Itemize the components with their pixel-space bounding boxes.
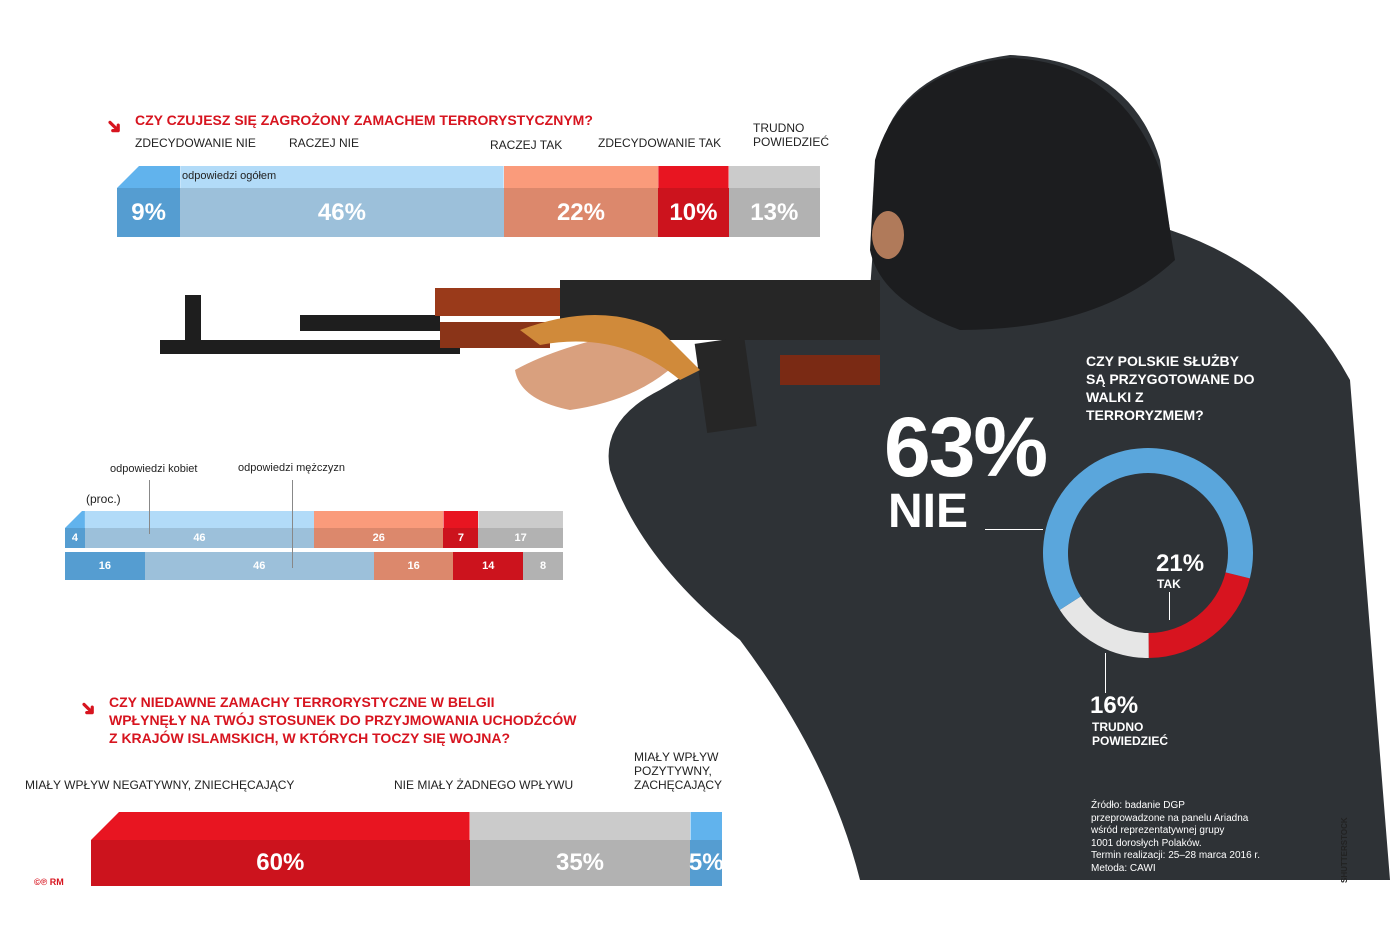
overall-segment-top	[503, 166, 659, 188]
source-line: Termin realizacji: 25–28 marca 2016 r.	[1091, 850, 1260, 861]
eye-hole	[872, 211, 904, 259]
men-segment: 16	[373, 552, 454, 580]
q3-segment: 60%	[91, 840, 470, 886]
q3-label-negative: MIAŁY WPŁYW NEGATYWNY, ZNIECHĘCAJĄCY	[25, 778, 295, 792]
q3-segment-top	[690, 812, 722, 840]
women-segment: 7	[443, 528, 479, 548]
women-bar: 4 46 26 7 17	[65, 511, 563, 548]
tak-value: 21%	[1156, 550, 1205, 577]
hood	[870, 58, 1175, 330]
overall-segment: 22%	[503, 188, 659, 237]
women-segment-top	[314, 511, 444, 528]
women-segment: 17	[478, 528, 563, 548]
nie-leader	[985, 529, 1043, 530]
q1-label-zdecydowanie-nie: ZDECYDOWANIE NIE	[135, 136, 256, 150]
women-segment-top	[478, 511, 563, 528]
overall-bar: 9% 46% 22% 10% 13%	[117, 166, 820, 237]
overall-segment: 10%	[658, 188, 729, 237]
women-leader	[149, 480, 150, 534]
q3-title-line: WPŁYNĘŁY NA TWÓJ STOSUNEK DO PRZYJMOWANI…	[109, 712, 577, 728]
q1-label-zdecydowanie-tak: ZDECYDOWANIE TAK	[598, 136, 722, 150]
photo-credit: SHUTTERSTOCK	[1340, 817, 1349, 883]
q3-segment: 35%	[469, 840, 691, 886]
q3-title: CZY NIEDAWNE ZAMACHY TERRORYSTYCZNE W BE…	[109, 693, 576, 747]
q2-title: CZY POLSKIE SŁUŻBY SĄ PRZYGOTOWANE DO WA…	[1086, 353, 1255, 423]
nie-value: 63%	[884, 400, 1048, 494]
men-segment: 14	[453, 552, 524, 580]
overall-segment-top	[658, 166, 729, 188]
q1-label-raczej-tak: RACZEJ TAK	[490, 138, 563, 152]
sling	[520, 315, 700, 380]
q3-label-none: NIE MIAŁY ŻADNEGO WPŁYWU	[394, 778, 574, 792]
source-line: przeprowadzone na panelu Ariadna	[1091, 812, 1249, 824]
men-segment: 8	[523, 552, 563, 580]
men-leader	[292, 480, 293, 568]
source-line: Metoda: CAWI	[1091, 862, 1156, 874]
tak-label: TAK	[1157, 577, 1181, 591]
donut-chart	[1043, 448, 1253, 658]
jacket-silhouette	[608, 55, 1390, 880]
overall-segment: 13%	[728, 188, 820, 237]
q3-title-line: Z KRAJÓW ISLAMSKICH, W KTÓRYCH TOCZY SIĘ…	[109, 730, 511, 746]
source-line: 1001 dorosłych Polaków.	[1091, 837, 1202, 849]
tak-leader	[1169, 592, 1170, 620]
women-segment: 26	[314, 528, 444, 548]
q3-segment-top	[91, 812, 470, 840]
men-segment: 16	[65, 552, 145, 580]
women-segment-top	[84, 511, 314, 528]
unit-label: (proc.)	[86, 492, 121, 506]
source-line: Źródło: badanie DGP	[1091, 800, 1185, 811]
q3-segment: 5%	[689, 840, 724, 886]
women-segment: 4	[65, 528, 85, 548]
men-bar: 16 46 16 14 8	[65, 552, 563, 580]
q1-label-raczej-nie: RACZEJ NIE	[289, 136, 360, 150]
q3-bar: 60% 35% 5%	[91, 812, 724, 886]
tp-value: 16%	[1090, 692, 1139, 719]
donut-slice-tak	[1148, 572, 1250, 658]
q3-title-line: CZY NIEDAWNE ZAMACHY TERRORYSTYCZNE W BE…	[109, 694, 495, 710]
tp-label: TRUDNO POWIEDZIEĆ	[1092, 720, 1169, 748]
men-label: odpowiedzi mężczyzn	[238, 462, 345, 474]
nie-label: NIE	[888, 485, 969, 538]
women-label: odpowiedzi kobiet	[110, 463, 198, 475]
overall-segment: 9%	[117, 188, 181, 237]
women-segment-top	[443, 511, 479, 528]
tp-leader	[1105, 653, 1106, 693]
overall-segment-top	[180, 166, 504, 188]
source-note: Źródło: badanie DGP przeprowadzone na pa…	[1091, 800, 1260, 875]
donut-slice-trudno-powiedzieć	[1059, 596, 1149, 658]
q1-title: CZY CZUJESZ SIĘ ZAGROŻONY ZAMACHEM TERRO…	[135, 112, 593, 128]
women-segment: 46	[84, 528, 314, 548]
overall-segment-top	[117, 166, 181, 188]
men-segment: 46	[144, 552, 374, 580]
q3-segment-top	[469, 812, 691, 840]
overall-segment: 46%	[180, 188, 504, 237]
logo: ©℗ RM	[34, 877, 64, 887]
overall-label: odpowiedzi ogółem	[182, 170, 277, 182]
source-line: wśród reprezentatywnej grupy	[1091, 825, 1225, 836]
q1-label-trudno: TRUDNO POWIEDZIEĆ	[753, 121, 830, 149]
women-segment-top	[65, 511, 85, 528]
overall-segment-top	[728, 166, 820, 188]
q3-label-positive: MIAŁY WPŁYW POZYTYWNY, ZACHĘCAJĄCY	[634, 750, 723, 792]
donut-slice-nie	[1043, 448, 1253, 610]
